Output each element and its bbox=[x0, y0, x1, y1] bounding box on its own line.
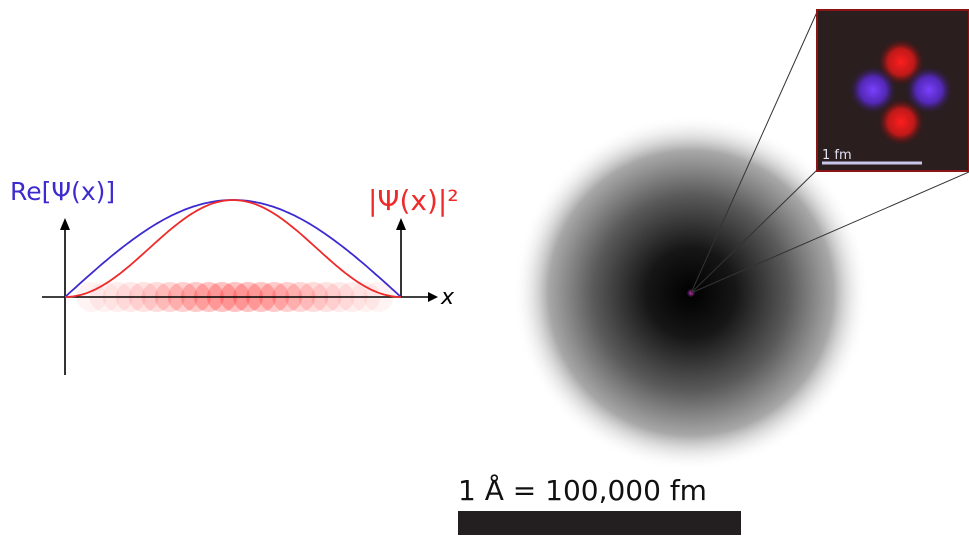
orbital-lobe-bottom bbox=[877, 98, 925, 146]
wavefunction-diagram: Re[Ψ(x)] |Ψ(x)|² x bbox=[10, 177, 459, 375]
atom-diagram: 1 fm bbox=[513, 9, 969, 471]
psi-squared-curve bbox=[64, 199, 402, 298]
zoom-line-middle bbox=[690, 169, 818, 294]
re-psi-label: Re[Ψ(x)] bbox=[10, 177, 115, 206]
angstrom-scale-bar bbox=[458, 511, 741, 535]
orbital-lobe-right bbox=[905, 66, 953, 114]
nucleus-inset: 1 fm bbox=[816, 9, 969, 172]
x-axis-label: x bbox=[440, 285, 455, 310]
psi-squared-label: |Ψ(x)|² bbox=[368, 184, 459, 217]
left-wall-arrowhead bbox=[60, 218, 70, 230]
x-axis-arrowhead bbox=[428, 292, 438, 302]
right-wall-arrowhead bbox=[396, 218, 406, 230]
inset-scale-label: 1 fm bbox=[822, 148, 852, 163]
nuclear-orbital bbox=[849, 38, 953, 146]
angstrom-scale-label: 1 Å = 100,000 fm bbox=[458, 474, 707, 507]
orbital-lobe-left bbox=[849, 66, 897, 114]
zoom-line-top bbox=[690, 11, 818, 294]
zoom-line-bottom bbox=[690, 171, 969, 294]
